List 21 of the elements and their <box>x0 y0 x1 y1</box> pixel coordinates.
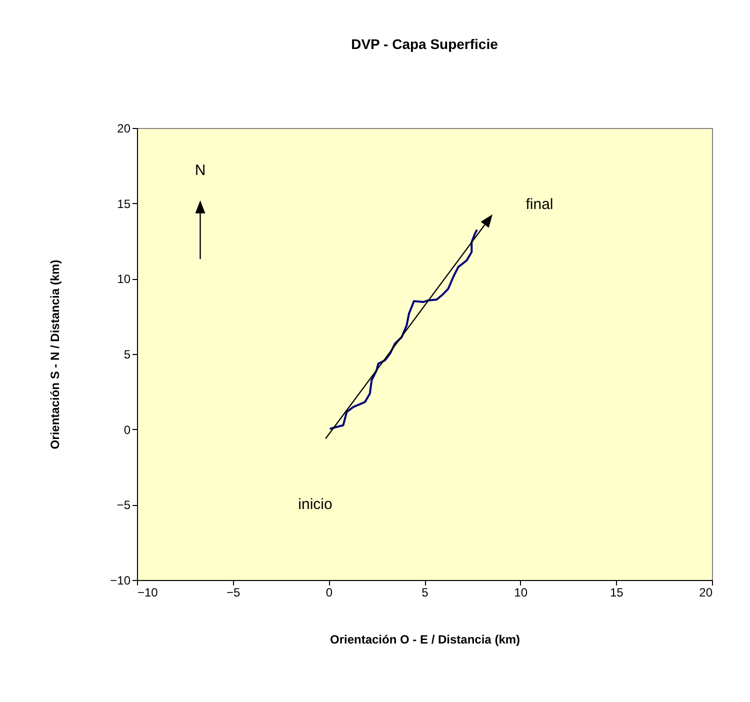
y-tick-label: −5 <box>116 498 131 512</box>
x-tick-label: −5 <box>226 586 240 600</box>
x-tick-label: 10 <box>514 586 528 600</box>
chart-title: DVP - Capa Superficie <box>351 36 498 52</box>
annotation: inicio <box>297 494 334 515</box>
line-series <box>330 229 478 430</box>
x-tick-label: 15 <box>610 586 624 600</box>
x-tick-label: 20 <box>699 586 713 600</box>
x-tick-label: 5 <box>422 586 429 600</box>
x-axis-title: Orientación O - E / Distancia (km) <box>330 632 520 646</box>
annotation: N <box>194 160 207 181</box>
y-tick-label: −10 <box>110 574 131 588</box>
y-tick-label: 10 <box>117 272 131 286</box>
y-tick-label: 0 <box>124 422 131 437</box>
annotation: final <box>524 194 554 215</box>
x-tick-label: 0 <box>326 586 333 600</box>
y-tick-label: 5 <box>124 348 131 362</box>
y-tick-label: 15 <box>117 196 131 211</box>
y-tick-label: 20 <box>117 122 131 136</box>
y-axis-title: Orientación S - N / Distancia (km) <box>48 260 62 450</box>
x-tick-label: −10 <box>138 586 158 600</box>
